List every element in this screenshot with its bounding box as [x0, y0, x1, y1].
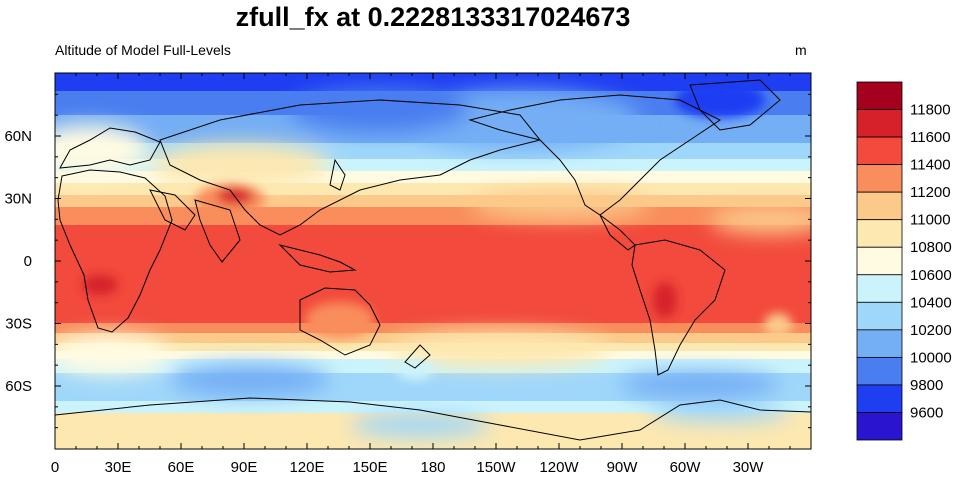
band-south-orange: [55, 323, 811, 333]
pacific-warm-north: [470, 191, 650, 219]
y-tick-label: 60S: [5, 378, 32, 395]
y-axis: [55, 93, 811, 429]
colorbar-swatch: [856, 164, 903, 193]
new-zealand-outline: [404, 344, 431, 369]
x-tick-label: 90W: [607, 459, 639, 476]
y-tick-label: 30N: [4, 191, 32, 208]
asia-warm: [150, 143, 330, 187]
colorbar-swatch: [856, 136, 903, 166]
x-tick-label: 30W: [733, 459, 765, 476]
x-axis: [54, 73, 791, 449]
north-america-outline: [468, 94, 721, 216]
nz-cool-spot: [397, 360, 433, 380]
siberia-cold: [290, 88, 470, 132]
south-pacific-cool: [620, 371, 780, 399]
colorbar-label: 11400: [910, 157, 951, 174]
europe-outline: [59, 127, 161, 169]
x-axis-labels: 0 30E 60E 90E 120E 150E 180 150W 120W 90W 60W 30W: [51, 459, 764, 476]
colorbar-label: 10800: [910, 239, 952, 256]
colorbar-label: 11200: [910, 184, 951, 201]
central-america: [599, 214, 636, 251]
x-tick-label: 150W: [476, 459, 516, 476]
band-north-orange: [55, 207, 811, 225]
colorbar-swatch: [856, 109, 903, 138]
coastlines: [55, 79, 811, 441]
colorbar-swatch: [856, 329, 903, 358]
south-america-outline: [631, 239, 726, 376]
colorbar-label: 11000: [910, 212, 951, 229]
band-tropics: [55, 225, 811, 323]
x-tick-label: 180: [420, 459, 445, 476]
x-tick-label: 30E: [105, 459, 132, 476]
colorbar: [856, 81, 903, 441]
colorbar-swatch: [856, 384, 903, 413]
colorbar-swatch: [856, 412, 903, 441]
x-tick-label: 60W: [670, 459, 702, 476]
map-panel: [55, 73, 811, 449]
australia-outline: [299, 287, 381, 356]
south-atlantic-warm-spot: [764, 313, 792, 337]
variable-long-name: Altitude of Model Full-Levels: [55, 42, 231, 58]
south-atlantic-pale: [55, 335, 170, 375]
colorbar-swatch: [856, 246, 903, 276]
y-tick-label: 60N: [4, 128, 32, 145]
antarctica-outline: [55, 397, 811, 441]
india-outline: [194, 199, 241, 263]
greenland-outline: [689, 79, 781, 131]
y-axis-labels: 60N 30N 0 30S 60S: [4, 128, 32, 395]
colorbar-swatch: [856, 219, 903, 248]
arabia-outline: [149, 189, 196, 231]
antarctic-west-cool: [650, 402, 790, 422]
x-tick-label: 60E: [168, 459, 195, 476]
y-tick-label: 0: [24, 253, 32, 270]
greenland-cold: [675, 82, 765, 118]
colorbar-swatch: [856, 274, 903, 303]
x-tick-label: 0: [51, 459, 59, 476]
south-pacific-tan: [390, 332, 610, 368]
colorbar-label: 11600: [910, 129, 951, 146]
x-tick-label: 120E: [289, 459, 324, 476]
japan-outline: [329, 158, 346, 191]
se-asia-islands: [278, 244, 357, 273]
band-north-peach: [55, 195, 811, 207]
colorbar-labels: 11800 11600 11400 11200 11000 10800 10600 10400…: [910, 102, 952, 422]
colorbar-label: 10000: [910, 349, 952, 366]
colorbar-swatch: [856, 191, 903, 221]
colorbar-label: 9600: [910, 404, 943, 421]
colorbar-label: 11800: [910, 102, 951, 119]
band-antarctic-ring: [55, 401, 811, 413]
y-tick-label: 30S: [5, 316, 32, 333]
colorbar-swatch: [856, 81, 903, 110]
colorbar-label: 10600: [910, 267, 952, 284]
x-tick-label: 120W: [539, 459, 579, 476]
south-indian-cool: [170, 364, 330, 396]
africa-hot: [82, 275, 118, 295]
atlantic-warm-band: [710, 206, 811, 234]
units-label: m: [795, 42, 807, 58]
colorbar-label: 9800: [910, 377, 943, 394]
colorbar-swatch: [856, 356, 903, 386]
x-tick-label: 150E: [352, 459, 387, 476]
africa-outline: [57, 169, 173, 333]
plot-title: zfull_fx at 0.2228133317024673: [235, 2, 631, 32]
australia-warm: [305, 302, 375, 338]
colorbar-swatch: [856, 301, 903, 331]
antarctic-east-cool: [350, 413, 490, 437]
colorbar-label: 10400: [910, 294, 952, 311]
andes-hot: [653, 282, 677, 318]
atlantic-warm: [55, 125, 150, 175]
colorbar-label: 10200: [910, 322, 952, 339]
x-tick-label: 90E: [231, 459, 258, 476]
asia-outline: [159, 99, 541, 236]
